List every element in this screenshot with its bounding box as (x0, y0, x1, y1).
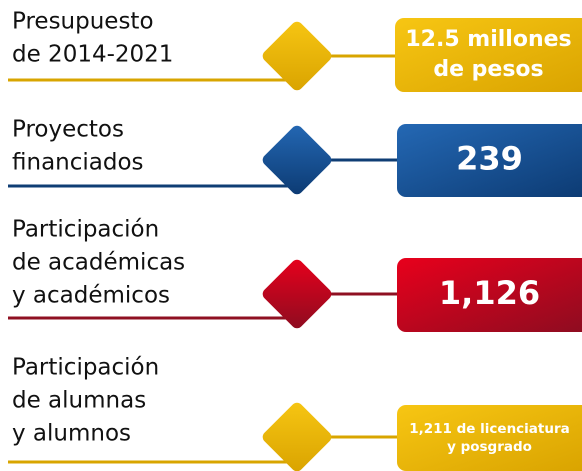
item-value: y posgrado (447, 439, 532, 455)
value-box (397, 124, 582, 197)
diamond (262, 259, 332, 329)
item-label: Proyectos (12, 117, 124, 143)
item-label: y alumnos (12, 421, 131, 447)
value-box (397, 405, 582, 471)
item-label: Participación (12, 217, 159, 243)
diamond (262, 125, 332, 195)
item-label: Participación (12, 355, 159, 381)
item-value: de pesos (433, 57, 543, 82)
item-label: y académicos (12, 283, 170, 309)
item-label: financiados (12, 150, 144, 176)
item-value: 12.5 millones (405, 27, 571, 52)
item-value: 1,126 (439, 274, 540, 312)
value-box (397, 258, 582, 332)
item-label: de académicas (12, 250, 185, 276)
item-label: de alumnas (12, 388, 146, 414)
item-value: 239 (456, 140, 523, 178)
item-value: 1,211 de licenciatura (409, 421, 570, 437)
item-label: Presupuesto (12, 9, 154, 35)
value-box (395, 18, 582, 92)
item-label: de 2014-2021 (12, 42, 173, 68)
diamond (262, 21, 332, 91)
diamond (262, 402, 332, 471)
